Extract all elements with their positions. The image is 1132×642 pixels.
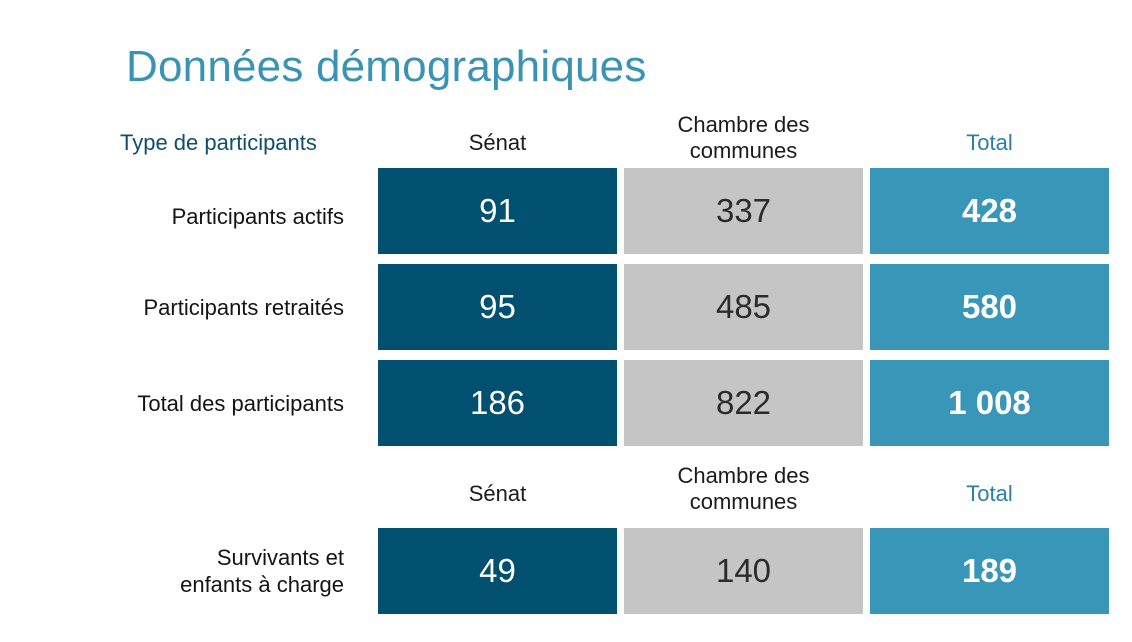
header-chambre-line1: Chambre des	[677, 112, 810, 137]
row-label-survivants-line2: enfants à charge	[180, 572, 344, 597]
header-chambre: Chambre des communes	[624, 112, 863, 164]
row-label-survivants: Survivants et enfants à charge	[180, 544, 344, 598]
header-chambre-2: Chambre des communes	[624, 463, 863, 515]
cell-chambre: 140	[624, 528, 863, 614]
row-label-survivants-line1: Survivants et	[216, 545, 344, 570]
cell-senat: 91	[378, 168, 617, 254]
cell-total: 1 008	[870, 360, 1109, 446]
cell-senat: 186	[378, 360, 617, 446]
header-total: Total	[966, 130, 1013, 155]
cell-senat: 95	[378, 264, 617, 350]
page-title: Données démographiques	[126, 42, 647, 91]
header-chambre-2-line2: communes	[689, 489, 798, 514]
header-row-type: Type de participants	[120, 130, 317, 155]
cell-total: 428	[870, 168, 1109, 254]
cell-chambre: 337	[624, 168, 863, 254]
header-chambre-line2: communes	[689, 138, 798, 163]
header-chambre-2-line1: Chambre des	[677, 463, 810, 488]
cell-senat: 49	[378, 528, 617, 614]
cell-chambre: 485	[624, 264, 863, 350]
header-senat-2: Sénat	[468, 481, 527, 506]
cell-total: 580	[870, 264, 1109, 350]
header-total-2: Total	[966, 481, 1013, 506]
cell-chambre: 822	[624, 360, 863, 446]
row-label-retraites: Participants retraités	[143, 295, 344, 320]
row-label-total: Total des participants	[137, 391, 344, 416]
cell-total: 189	[870, 528, 1109, 614]
row-label-actifs: Participants actifs	[171, 204, 344, 229]
header-senat: Sénat	[468, 130, 527, 155]
